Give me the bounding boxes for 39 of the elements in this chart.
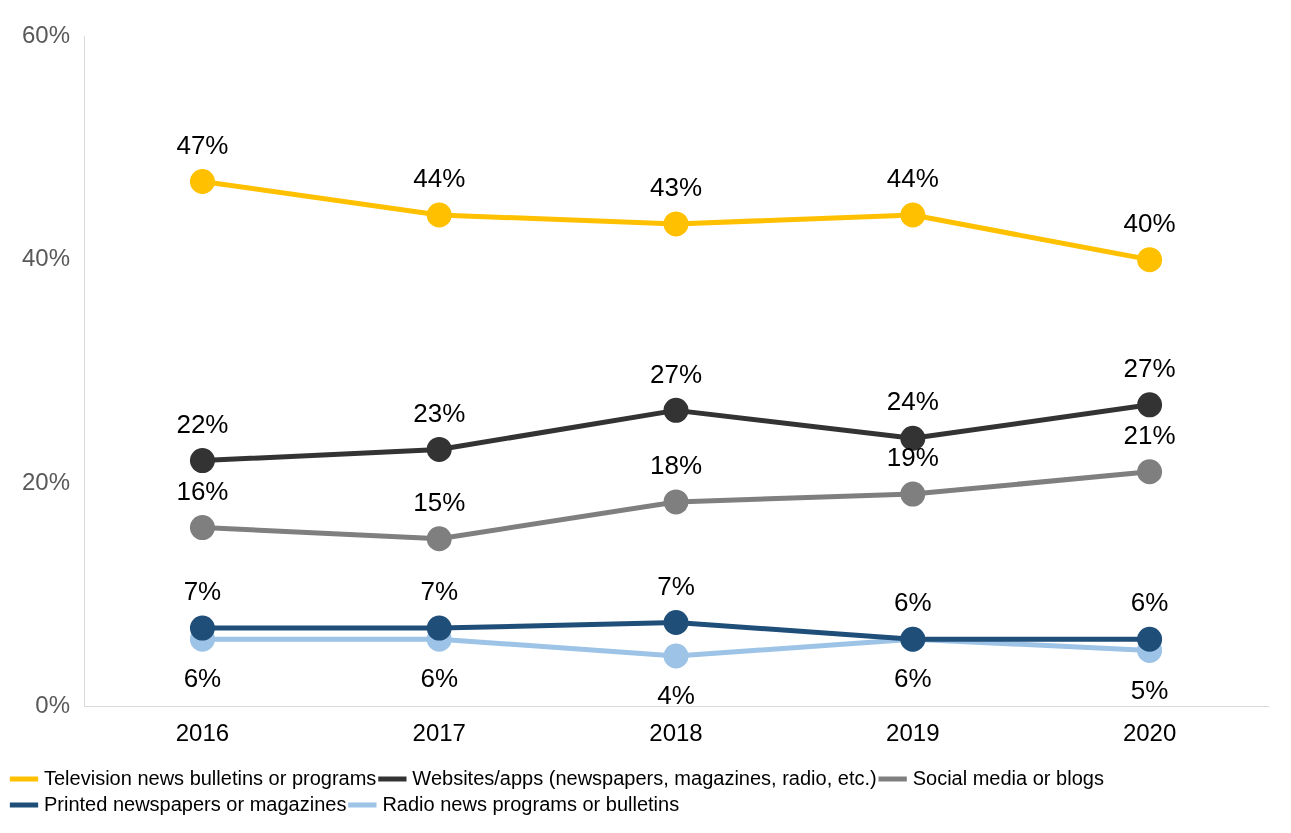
data-label: 6% [1130, 587, 1169, 618]
data-label: 24% [886, 386, 939, 417]
legend-label: Printed newspapers or magazines [44, 792, 347, 815]
data-label: 23% [413, 397, 466, 428]
data-label: 44% [413, 163, 466, 194]
data-label: 19% [886, 442, 939, 473]
data-label: 16% [176, 475, 229, 506]
data-label: 6% [183, 663, 222, 694]
legend-label: Social media or blogs [912, 766, 1104, 789]
data-label: 6% [894, 663, 932, 694]
legend-label: Radio news programs or bulletins [382, 792, 680, 815]
data-label: 27% [649, 358, 703, 389]
data-label: 47% [176, 129, 229, 160]
x-tick-label: 2020 [1122, 719, 1177, 747]
y-tick-label: 60% [21, 21, 71, 49]
data-label: 7% [420, 576, 459, 607]
x-tick-label: 2019 [886, 719, 940, 747]
data-label: 6% [420, 663, 459, 694]
data-label: 7% [657, 570, 695, 601]
data-label: 18% [649, 450, 703, 481]
x-tick-label: 2018 [649, 719, 703, 747]
data-label: 6% [894, 587, 932, 618]
y-tick-label: 20% [21, 467, 71, 495]
data-label: 5% [1130, 674, 1169, 705]
data-label: 27% [1123, 352, 1176, 383]
data-label: 15% [413, 486, 466, 517]
data-label: 4% [657, 680, 695, 711]
data-label: 40% [1123, 207, 1176, 238]
data-label: 43% [649, 172, 703, 203]
x-tick-label: 2017 [412, 719, 466, 747]
data-label: 7% [183, 576, 222, 607]
y-tick-label: 40% [21, 244, 71, 272]
data-label: 44% [886, 163, 939, 194]
data-label: 22% [176, 408, 229, 439]
legend-label: Websites/apps (newspapers, magazines, radio, etc.) [412, 766, 877, 789]
legend-label: Television news bulletins or programs [44, 766, 377, 789]
data-label: 21% [1123, 419, 1176, 450]
y-tick-label: 0% [35, 690, 71, 718]
x-tick-label: 2016 [175, 719, 230, 747]
